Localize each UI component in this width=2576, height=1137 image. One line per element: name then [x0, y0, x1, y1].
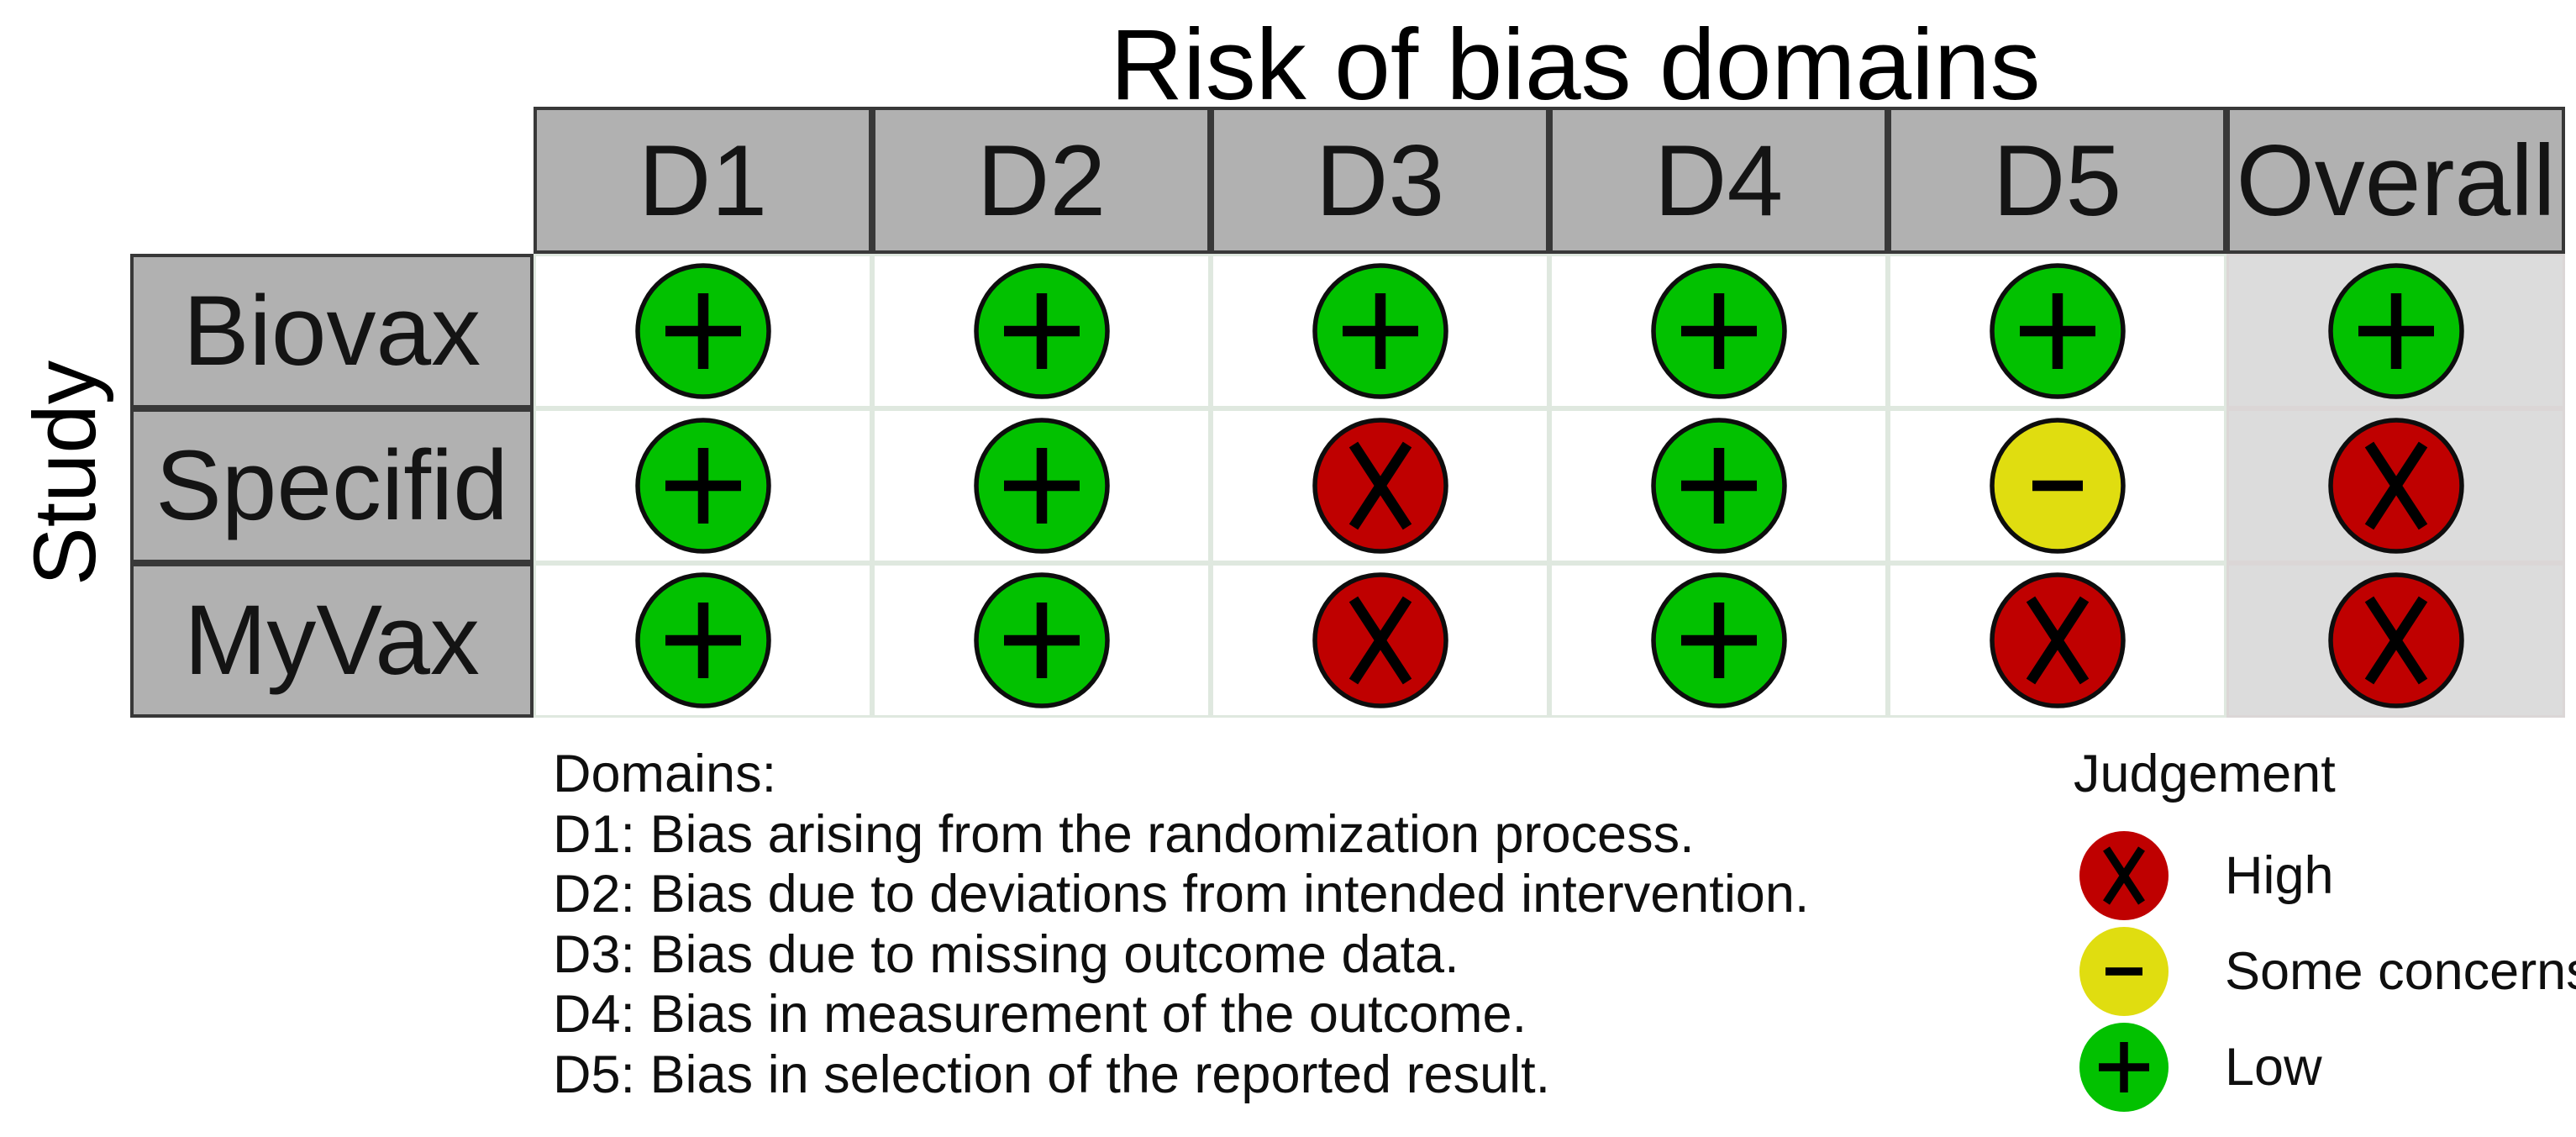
cell-MyVax-D1 — [534, 563, 872, 718]
column-header-Overall: Overall — [2226, 107, 2565, 254]
judgement-high-icon — [1989, 572, 2126, 708]
cell-MyVax-D3 — [1211, 563, 1549, 718]
legend-item-some_concerns: Some concerns — [2074, 925, 2576, 1018]
domain-description-d2: D2: Bias due to deviations from intended… — [553, 865, 1810, 924]
judgement-low-icon — [634, 263, 771, 399]
legend-label-some_concerns: Some concerns — [2225, 942, 2576, 1001]
judgement-high-icon — [1312, 418, 1448, 554]
column-header-D2: D2 — [872, 107, 1211, 254]
legend-item-high: High — [2074, 829, 2576, 922]
legend-label-low: Low — [2225, 1038, 2322, 1097]
cell-Specifid-Overall — [2226, 408, 2565, 563]
judgement-low-icon — [634, 572, 771, 708]
cell-MyVax-D4 — [1549, 563, 1888, 718]
column-header-D1: D1 — [534, 107, 872, 254]
cell-Specifid-D4 — [1549, 408, 1888, 563]
judgement-high-icon — [2327, 572, 2464, 708]
cell-Specifid-D2 — [872, 408, 1211, 563]
cell-Biovax-Overall — [2226, 254, 2565, 408]
domain-description-d3: D3: Bias due to missing outcome data. — [553, 924, 1459, 984]
judgement-low-icon — [973, 418, 1110, 554]
column-header-D5: D5 — [1888, 107, 2226, 254]
judgement-legend: Judgement High Some concerns Low — [2074, 745, 2576, 1113]
cell-Biovax-D2 — [872, 254, 1211, 408]
table-corner — [130, 107, 534, 254]
judgement-some_concerns-icon — [1989, 418, 2126, 554]
judgement-some_concerns-icon — [2079, 927, 2169, 1016]
cell-MyVax-D5 — [1888, 563, 2226, 718]
judgement-low-icon — [2079, 1023, 2169, 1112]
figure-title: Risk of bias domains — [1110, 8, 2041, 121]
row-label-Specifid: Specifid — [130, 408, 534, 563]
legend-label-high: High — [2225, 846, 2334, 905]
domain-description-d5: D5: Bias in selection of the reported re… — [553, 1045, 1551, 1104]
domain-description-d4: D4: Bias in measurement of the outcome. — [553, 985, 1527, 1044]
domain-description-d1: D1: Bias arising from the randomization … — [553, 804, 1695, 864]
judgement-legend-heading: Judgement — [2074, 745, 2336, 803]
domains-legend-heading: Domains: — [553, 745, 777, 803]
legend-item-low: Low — [2074, 1021, 2576, 1113]
judgement-low-icon — [634, 418, 771, 554]
cell-Specifid-D1 — [534, 408, 872, 563]
cell-Specifid-D5 — [1888, 408, 2226, 563]
judgement-low-icon — [2327, 263, 2464, 399]
domains-legend: Domains: D1: Bias arising from the rando… — [553, 745, 1809, 1105]
cell-Specifid-D3 — [1211, 408, 1549, 563]
row-label-Biovax: Biovax — [130, 254, 534, 408]
judgement-high-icon — [1312, 572, 1448, 708]
cell-Biovax-D5 — [1888, 254, 2226, 408]
judgement-high-icon — [2327, 418, 2464, 554]
cell-MyVax-Overall — [2226, 563, 2565, 718]
judgement-legend-items: High Some concerns Low — [2074, 829, 2576, 1113]
judgement-low-icon — [973, 572, 1110, 708]
cell-Biovax-D4 — [1549, 254, 1888, 408]
column-header-D4: D4 — [1549, 107, 1888, 254]
judgement-low-icon — [1650, 263, 1787, 399]
judgement-low-icon — [1989, 263, 2126, 399]
cell-MyVax-D2 — [872, 563, 1211, 718]
cell-Biovax-D3 — [1211, 254, 1549, 408]
row-label-MyVax: MyVax — [130, 563, 534, 718]
judgement-low-icon — [1312, 263, 1448, 399]
judgement-low-icon — [1650, 418, 1787, 554]
column-header-D3: D3 — [1211, 107, 1549, 254]
cell-Biovax-D1 — [534, 254, 872, 408]
y-axis-label-study: Study — [16, 360, 114, 587]
judgement-low-icon — [1650, 572, 1787, 708]
judgement-high-icon — [2079, 831, 2169, 920]
risk-of-bias-table: D1 D2 D3 D4 D5 Overall Biovax Specifid MyVax — [130, 107, 2565, 718]
judgement-low-icon — [973, 263, 1110, 399]
